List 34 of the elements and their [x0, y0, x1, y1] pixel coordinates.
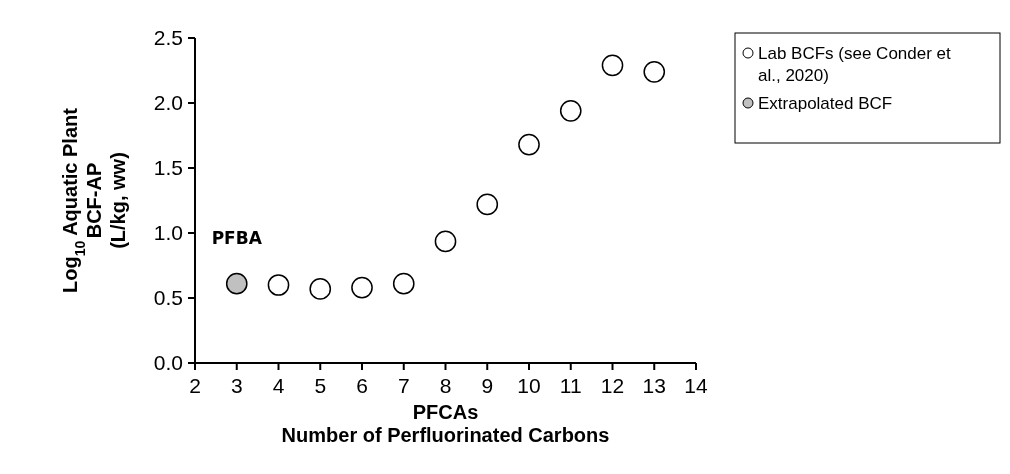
- y-tick-label: 2.0: [153, 91, 183, 115]
- point: [559, 99, 582, 122]
- point: [643, 60, 666, 83]
- x-tick-label: 6: [356, 374, 368, 397]
- legend-label: Lab BCFs (see Conder et al., 2020): [758, 43, 952, 85]
- x-axis-title: PFCAs Number of Perfluorinated Carbons: [281, 401, 610, 446]
- x-tick-label: 13: [642, 374, 666, 397]
- point: [434, 230, 457, 253]
- y-tick-label: 1.5: [153, 156, 183, 180]
- point: [309, 278, 332, 300]
- point: [392, 272, 415, 295]
- x-tick-label: 5: [314, 374, 327, 397]
- point: [351, 276, 373, 299]
- x-tick-label: 12: [600, 374, 625, 397]
- x-tick-label: 14: [684, 374, 708, 397]
- point: [267, 274, 290, 296]
- x-tick-label: 11: [559, 374, 582, 397]
- x-tick-label: 8: [439, 374, 452, 397]
- x-tick-label: 10: [517, 374, 541, 397]
- legend-label: Extrapolated BCF: [758, 93, 893, 113]
- x-tick-label: 2: [189, 374, 201, 397]
- point: [225, 272, 248, 295]
- x-tick-label: 9: [481, 374, 494, 397]
- x-tick-label: 7: [397, 374, 410, 397]
- x-tick-label: 3: [230, 374, 243, 397]
- y-tick-label: 2.5: [153, 26, 183, 50]
- y-tick-label: 1.0: [153, 221, 183, 245]
- x-tick-label: 4: [272, 374, 285, 397]
- point: [601, 54, 624, 77]
- point: [476, 193, 499, 216]
- annotation: PFBA: [211, 227, 263, 248]
- y-tick-label: 0.5: [153, 286, 183, 310]
- y-tick-label: 0.0: [153, 351, 183, 375]
- point: [518, 133, 540, 156]
